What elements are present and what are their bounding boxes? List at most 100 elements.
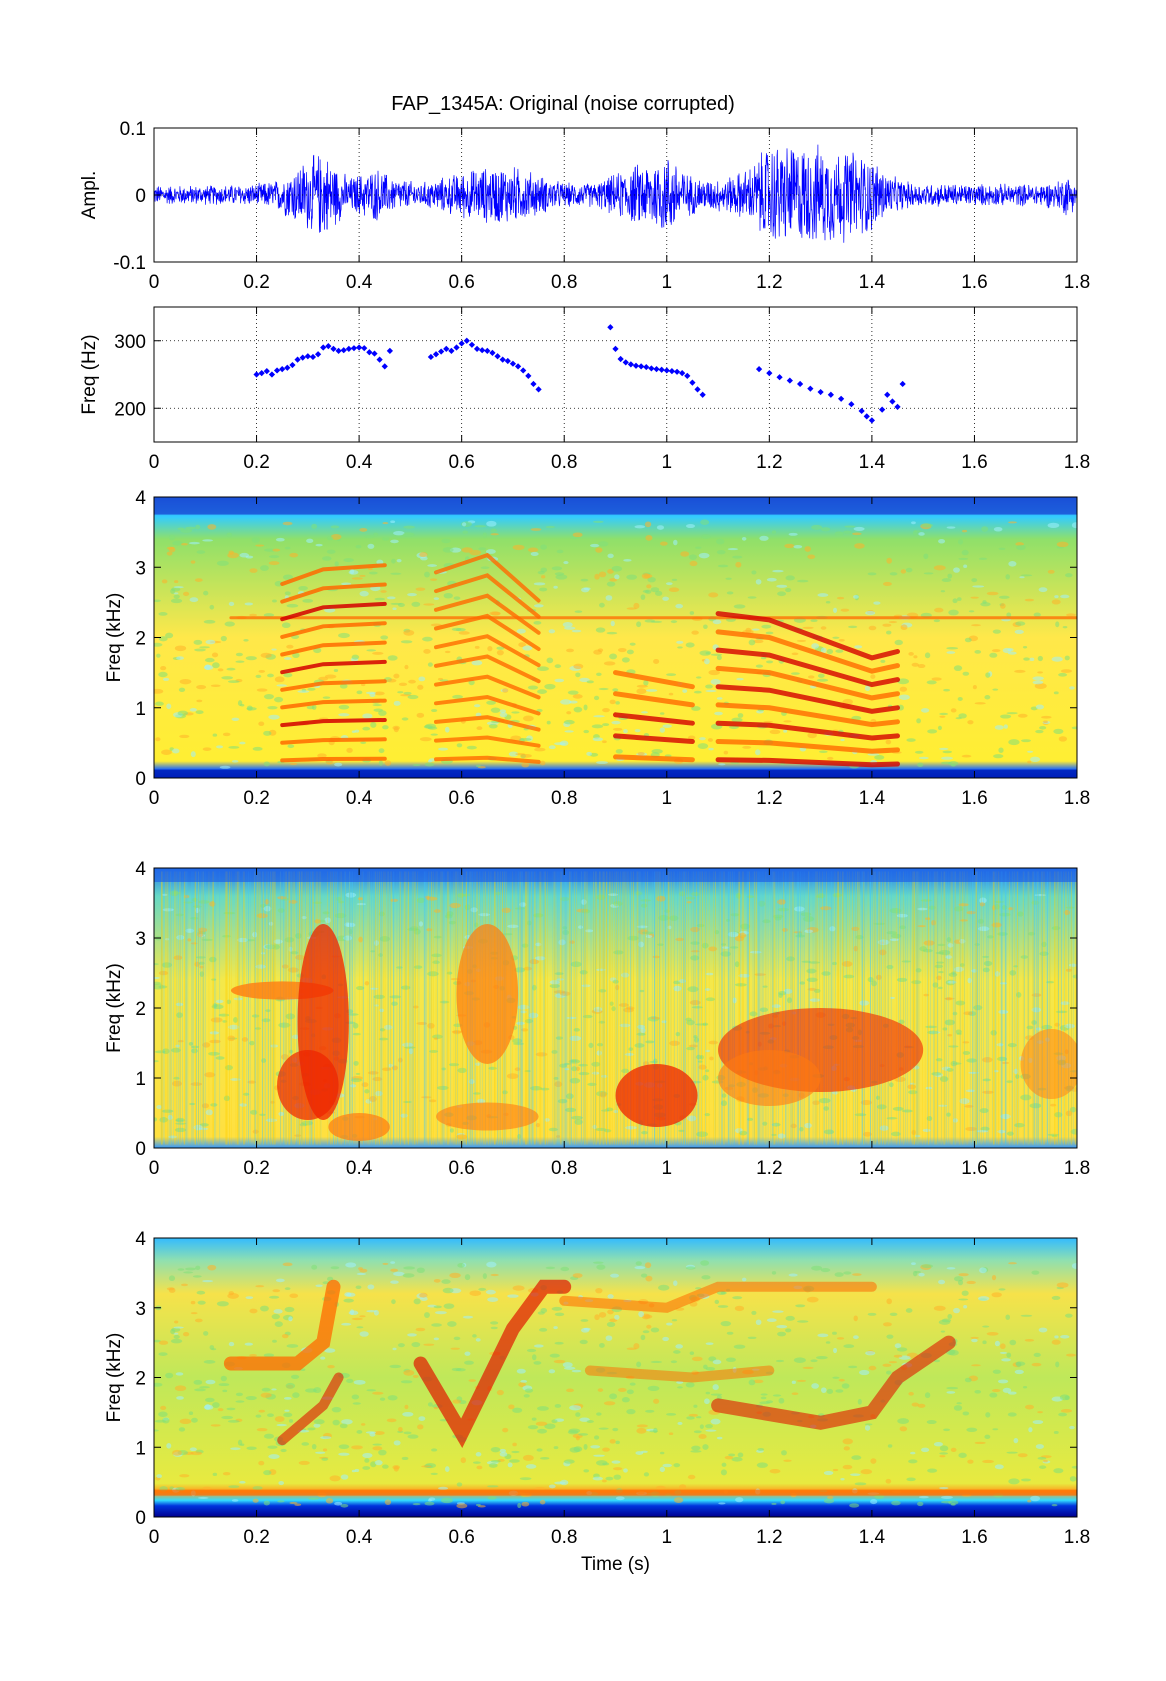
noise-blob bbox=[595, 1127, 607, 1132]
pitch-point bbox=[632, 362, 640, 369]
noise-blob bbox=[615, 1440, 620, 1445]
noise-blob bbox=[324, 608, 336, 613]
noise-blob bbox=[358, 936, 363, 943]
noise-blob bbox=[456, 1134, 468, 1140]
noise-blob bbox=[370, 987, 379, 990]
x-tick-label: 0 bbox=[149, 788, 160, 809]
noise-blob bbox=[736, 677, 744, 681]
noise-blob bbox=[705, 1391, 711, 1395]
noise-blob bbox=[656, 525, 665, 530]
noise-blob bbox=[857, 1398, 862, 1405]
noise-blob bbox=[154, 983, 164, 990]
noise-blob bbox=[633, 602, 640, 609]
pitch-point bbox=[684, 372, 691, 379]
noise-blob bbox=[255, 544, 265, 547]
noise-blob bbox=[894, 1076, 906, 1082]
noise-blob bbox=[575, 1412, 581, 1417]
noise-blob bbox=[281, 1334, 289, 1339]
noise-blob bbox=[175, 1372, 184, 1376]
noise-blob bbox=[249, 1353, 257, 1357]
noise-blob bbox=[917, 762, 924, 767]
noise-blob bbox=[173, 1334, 180, 1339]
noise-blob bbox=[608, 893, 619, 897]
pitch-point bbox=[894, 403, 901, 411]
noise-blob bbox=[1009, 1339, 1017, 1346]
noise-blob bbox=[974, 1389, 982, 1394]
noise-blob bbox=[393, 1440, 401, 1446]
noise-blob bbox=[315, 1284, 323, 1287]
noise-blob bbox=[408, 679, 416, 684]
noise-blob bbox=[673, 1463, 681, 1468]
noise-blob bbox=[823, 1129, 835, 1135]
noise-blob bbox=[658, 914, 670, 921]
noise-blob bbox=[1031, 900, 1040, 905]
noise-blob bbox=[889, 572, 898, 576]
noise-blob bbox=[533, 604, 544, 608]
noise-blob bbox=[372, 1446, 383, 1451]
noise-blob bbox=[190, 942, 198, 945]
noise-blob bbox=[378, 1449, 387, 1456]
noise-blob bbox=[499, 712, 508, 718]
y-tick-label: 3 bbox=[135, 929, 146, 950]
x-tick-label: 1.6 bbox=[961, 452, 987, 473]
noise-blob bbox=[772, 1310, 784, 1313]
pitch-point bbox=[289, 361, 296, 369]
noise-blob bbox=[490, 533, 499, 536]
noise-blob bbox=[982, 1459, 994, 1464]
noise-blob bbox=[937, 986, 943, 990]
noise-blob bbox=[623, 1468, 628, 1473]
noise-blob bbox=[490, 1321, 499, 1325]
noise-blob bbox=[196, 956, 206, 959]
noise-blob bbox=[571, 1066, 578, 1072]
noise-blob bbox=[653, 1398, 660, 1404]
noise-blob bbox=[563, 626, 576, 630]
x-tick-label: 1.6 bbox=[961, 1527, 987, 1548]
noise-blob bbox=[1028, 1427, 1033, 1433]
noise-blob bbox=[755, 664, 764, 668]
noise-blob bbox=[259, 1113, 266, 1116]
noise-blob bbox=[252, 1129, 259, 1134]
noise-blob bbox=[826, 648, 834, 655]
noise-blob bbox=[705, 1366, 716, 1371]
noise-blob bbox=[540, 1456, 550, 1460]
noise-blob bbox=[158, 671, 168, 678]
noise-blob bbox=[210, 1424, 221, 1427]
noise-blob bbox=[955, 1029, 962, 1035]
x-tick-label: 0.2 bbox=[243, 1527, 269, 1548]
noise-blob bbox=[424, 1501, 435, 1506]
noise-blob bbox=[590, 1445, 601, 1449]
noise-blob bbox=[569, 940, 575, 944]
noise-blob bbox=[358, 897, 363, 901]
noise-blob bbox=[487, 1485, 499, 1488]
noise-blob bbox=[748, 639, 756, 646]
noise-blob bbox=[320, 1356, 326, 1360]
harmonic-band bbox=[715, 629, 900, 674]
noise-blob bbox=[1054, 1022, 1060, 1027]
noise-blob bbox=[982, 1057, 993, 1063]
noise-blob bbox=[508, 1459, 520, 1463]
noise-blob bbox=[433, 1037, 439, 1040]
noise-blob bbox=[826, 756, 834, 760]
noise-blob bbox=[1005, 574, 1011, 580]
y-axis-label: Freq (kHz) bbox=[104, 593, 125, 683]
noise-blob bbox=[243, 639, 249, 642]
noise-blob bbox=[808, 961, 821, 964]
x-tick-label: 0.2 bbox=[243, 788, 269, 809]
noise-blob bbox=[367, 543, 375, 549]
noise-blob bbox=[387, 655, 398, 661]
noise-blob bbox=[686, 901, 692, 904]
noise-blob bbox=[1060, 1334, 1070, 1339]
noise-blob bbox=[897, 1418, 910, 1424]
noise-blob bbox=[755, 749, 761, 756]
noise-blob bbox=[1006, 712, 1018, 715]
noise-blob bbox=[734, 961, 740, 968]
harmonic-band bbox=[434, 593, 541, 635]
noise-blob bbox=[993, 754, 1004, 759]
pitch-point bbox=[643, 363, 650, 371]
noise-blob bbox=[202, 539, 214, 542]
noise-blob bbox=[274, 676, 285, 683]
noise-blob bbox=[596, 1460, 608, 1466]
noise-blob bbox=[535, 1122, 540, 1128]
noise-blob bbox=[913, 655, 918, 659]
noise-blob bbox=[582, 1014, 593, 1019]
